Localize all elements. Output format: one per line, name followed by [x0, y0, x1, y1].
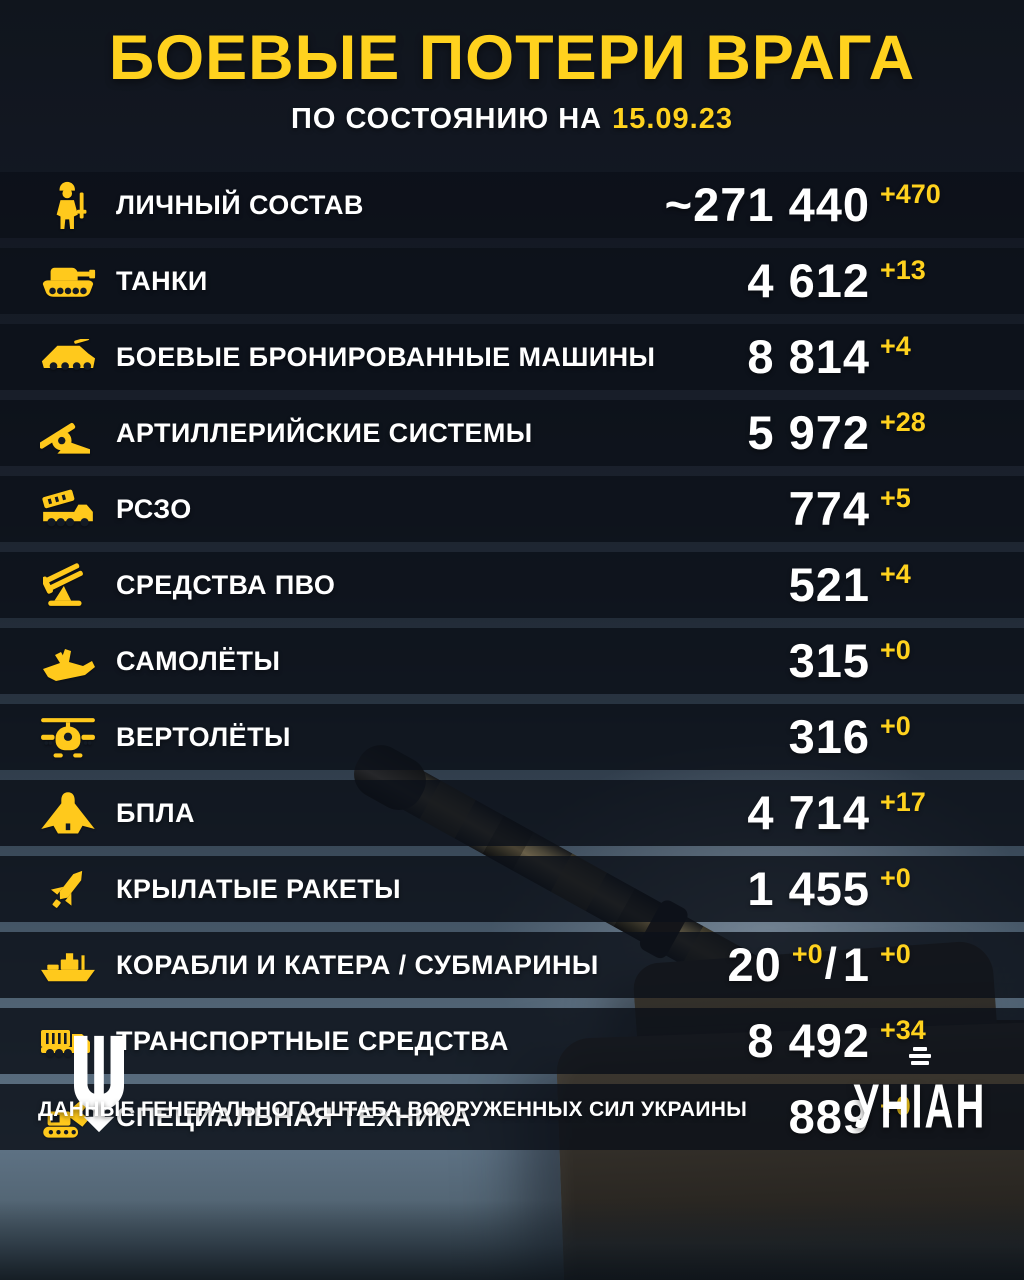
air-defense-icon [38, 560, 98, 610]
table-row: СРЕДСТВА ПВО 521 +4 [0, 552, 1024, 618]
row-values: 1 455 +0 [747, 858, 910, 920]
row-value: 1 455 [747, 862, 870, 915]
row-delta-secondary: +0 [880, 939, 911, 969]
row-values: 316 +0 [788, 706, 911, 768]
row-values: 8 814 +4 [747, 326, 910, 388]
row-delta: +4 [880, 559, 911, 589]
row-value: 20 [727, 938, 782, 991]
row-values: 4 612 +13 [747, 250, 925, 312]
subtitle: ПО СОСТОЯНИЮ НА 15.09.23 [0, 103, 1024, 136]
page-title: БОЕВЫЕ ПОТЕРИ ВРАГА [108, 23, 916, 93]
row-label: АРТИЛЛЕРИЙСКИЕ СИСТЕМЫ [116, 417, 533, 448]
row-delta: +28 [880, 407, 926, 437]
row-label: ТРАНСПОРТНЫЕ СРЕДСТВА [116, 1025, 509, 1056]
drone-icon [38, 790, 98, 837]
row-delta: +0 [880, 711, 911, 741]
row-label: РСЗО [116, 493, 192, 524]
row-delta: +0 [880, 863, 911, 893]
losses-table: ЛИЧНЫЙ СОСТАВ ~271 440 +470 ТАНКИ 4 612 +13 БО… [0, 172, 1024, 1160]
source-credit: ДАННЫЕ ГЕНЕРАЛЬНОГО ШТАБА ВООРУЖЕННЫХ СИ… [38, 1098, 748, 1121]
jet-icon [38, 641, 98, 681]
table-row: БПЛА 4 714 +17 [0, 780, 1024, 846]
excavator-icon [38, 1092, 98, 1142]
row-delta: +4 [880, 331, 911, 361]
row-label: САМОЛЁТЫ [116, 645, 281, 676]
row-delta: +0 [880, 1091, 911, 1121]
row-label: СРЕДСТВА ПВО [116, 569, 336, 600]
row-value: 315 [788, 634, 870, 687]
row-value: 889 [788, 1090, 870, 1143]
row-value: 774 [788, 482, 870, 535]
row-label: СПЕЦИАЛЬНАЯ ТЕХНИКА [116, 1101, 472, 1132]
row-value: 5 972 [747, 406, 870, 459]
ground-shadow [0, 1200, 1024, 1280]
row-delta: +470 [880, 179, 941, 209]
subtitle-prefix: ПО СОСТОЯНИЮ НА [291, 103, 603, 135]
row-label: БОЕВЫЕ БРОНИРОВАННЫЕ МАШИНЫ [116, 341, 656, 372]
row-label: ВЕРТОЛЁТЫ [116, 721, 291, 752]
table-row: КРЫЛАТЫЕ РАКЕТЫ 1 455 +0 [0, 856, 1024, 922]
apc-icon [38, 338, 98, 376]
unian-logo: УНІАН [840, 1044, 1000, 1141]
ship-icon [38, 946, 98, 983]
row-label: ЛИЧНЫЙ СОСТАВ [116, 189, 364, 220]
row-value: 8 492 [747, 1014, 870, 1067]
table-row: ЛИЧНЫЙ СОСТАВ ~271 440 +470 [0, 172, 1024, 238]
row-label: ТАНКИ [116, 265, 208, 296]
row-value: 8 814 [747, 330, 870, 383]
report-date: 15.09.23 [612, 103, 733, 135]
mlrs-icon [38, 485, 98, 533]
row-value: ~271 440 [664, 178, 870, 231]
row-delta: +5 [880, 483, 911, 513]
cruise-missile-icon [38, 864, 98, 914]
row-value-secondary: 1 [842, 938, 870, 991]
footer: ДАННЫЕ ГЕНЕРАЛЬНОГО ШТАБА ВООРУЖЕННЫХ СИ… [0, 1035, 1024, 1280]
table-row: ТАНКИ 4 612 +13 [0, 248, 1024, 314]
row-delta: +0 [880, 635, 911, 665]
row-delta: +34 [880, 1015, 926, 1045]
row-value: 521 [788, 558, 870, 611]
row-value: 4 714 [747, 786, 870, 839]
unian-logo-mark-icon [840, 1047, 1000, 1065]
row-values: 5 972 +28 [747, 402, 925, 464]
row-values: 315 +0 [788, 630, 911, 692]
row-values: 20 +0/1 +0 [727, 934, 911, 996]
row-label: БПЛА [116, 797, 195, 828]
row-value: 4 612 [747, 254, 870, 307]
row-values: 521 +4 [788, 554, 911, 616]
unian-logo-text: УНІАН [853, 1073, 987, 1142]
table-row: КОРАБЛИ И КАТЕРА / СУБМАРИНЫ 20 +0/1 +0 [0, 932, 1024, 998]
trident-icon [74, 1035, 124, 1133]
row-delta: +0 [791, 939, 823, 969]
table-row: ТРАНСПОРТНЫЕ СРЕДСТВА 8 492 +34 [0, 1008, 1024, 1074]
tank-icon [38, 261, 98, 302]
row-label: КОРАБЛИ И КАТЕРА / СУБМАРИНЫ [116, 949, 599, 980]
row-separator: / [824, 939, 837, 988]
table-row: РСЗО 774 +5 [0, 476, 1024, 542]
header: БОЕВЫЕ ПОТЕРИ ВРАГА ПО СОСТОЯНИЮ НА 15.09… [0, 22, 1024, 136]
row-value: 316 [788, 710, 870, 763]
table-row: АРТИЛЛЕРИЙСКИЕ СИСТЕМЫ 5 972 +28 [0, 400, 1024, 466]
row-delta: +13 [880, 255, 926, 285]
row-delta: +17 [880, 787, 926, 817]
soldier-icon [38, 180, 98, 230]
row-values: 774 +5 [788, 478, 911, 540]
table-row: БОЕВЫЕ БРОНИРОВАННЫЕ МАШИНЫ 8 814 +4 [0, 324, 1024, 390]
table-row: ВЕРТОЛЁТЫ 316 +0 [0, 704, 1024, 770]
artillery-icon [38, 408, 98, 458]
helicopter-icon [38, 714, 98, 760]
row-values: 8 492 +34 [747, 1010, 925, 1072]
row-values: ~271 440 +470 [664, 174, 941, 236]
table-row: СПЕЦИАЛЬНАЯ ТЕХНИКА 889 +0 [0, 1084, 1024, 1150]
row-label: КРЫЛАТЫЕ РАКЕТЫ [116, 873, 402, 904]
row-values: 889 +0 [788, 1086, 911, 1148]
row-values: 4 714 +17 [747, 782, 925, 844]
table-row: САМОЛЁТЫ 315 +0 [0, 628, 1024, 694]
